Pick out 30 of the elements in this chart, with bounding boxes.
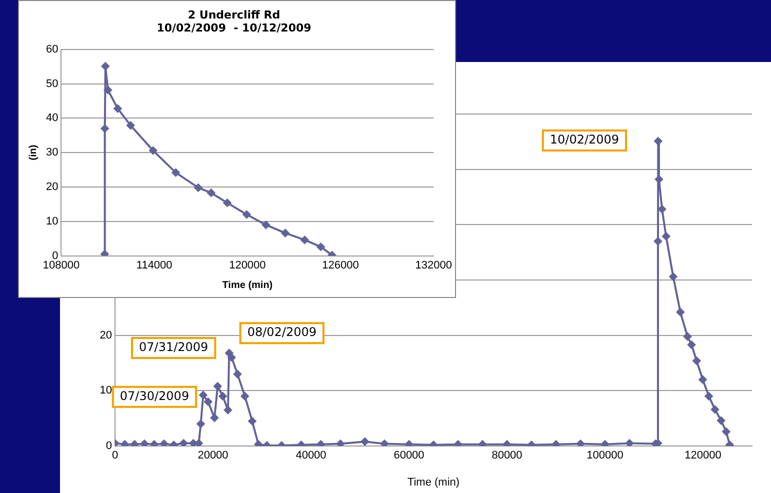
y-tick-label: 40 bbox=[46, 112, 58, 124]
y-tick-label: 60 bbox=[46, 43, 58, 56]
x-tick-label: 40000 bbox=[296, 450, 326, 462]
y-tick-label: 10 bbox=[46, 215, 58, 228]
y-tick-label: 10 bbox=[100, 384, 112, 397]
x-axis-title: Time (min) bbox=[407, 476, 460, 488]
x-tick-label: 120000 bbox=[684, 450, 722, 462]
y-tick-label: 0 bbox=[106, 440, 112, 452]
y-tick-label: 0 bbox=[52, 250, 58, 262]
annotation: 08/02/2009 bbox=[247, 325, 316, 340]
x-tick-label: 60000 bbox=[394, 450, 424, 462]
annotation: 10/02/2009 bbox=[550, 132, 620, 147]
annotation: 07/30/2009 bbox=[120, 388, 190, 403]
x-axis-title: Time (min) bbox=[222, 280, 273, 291]
x-tick-label: 120000 bbox=[229, 259, 266, 272]
y-tick-label: 20 bbox=[100, 329, 112, 342]
annotation: 07/31/2009 bbox=[139, 340, 208, 354]
x-tick-label: 132000 bbox=[415, 259, 452, 272]
x-tick-label: 114000 bbox=[136, 259, 172, 272]
y-axis-title: (in) bbox=[28, 144, 39, 160]
x-tick-label: 108000 bbox=[42, 259, 80, 272]
x-tick-label: 20000 bbox=[198, 450, 228, 462]
y-tick-label: 30 bbox=[46, 146, 58, 159]
y-tick-label: 50 bbox=[46, 78, 58, 90]
x-tick-label: 80000 bbox=[492, 450, 522, 462]
x-tick-label: 126000 bbox=[322, 259, 359, 272]
chart-subtitle: 10/02/2009 - 10/12/2009 bbox=[156, 22, 312, 35]
chart-title: 2 Undercliff Rd bbox=[188, 8, 280, 22]
y-tick-label: 20 bbox=[46, 181, 58, 194]
x-tick-label: 100000 bbox=[586, 450, 624, 462]
